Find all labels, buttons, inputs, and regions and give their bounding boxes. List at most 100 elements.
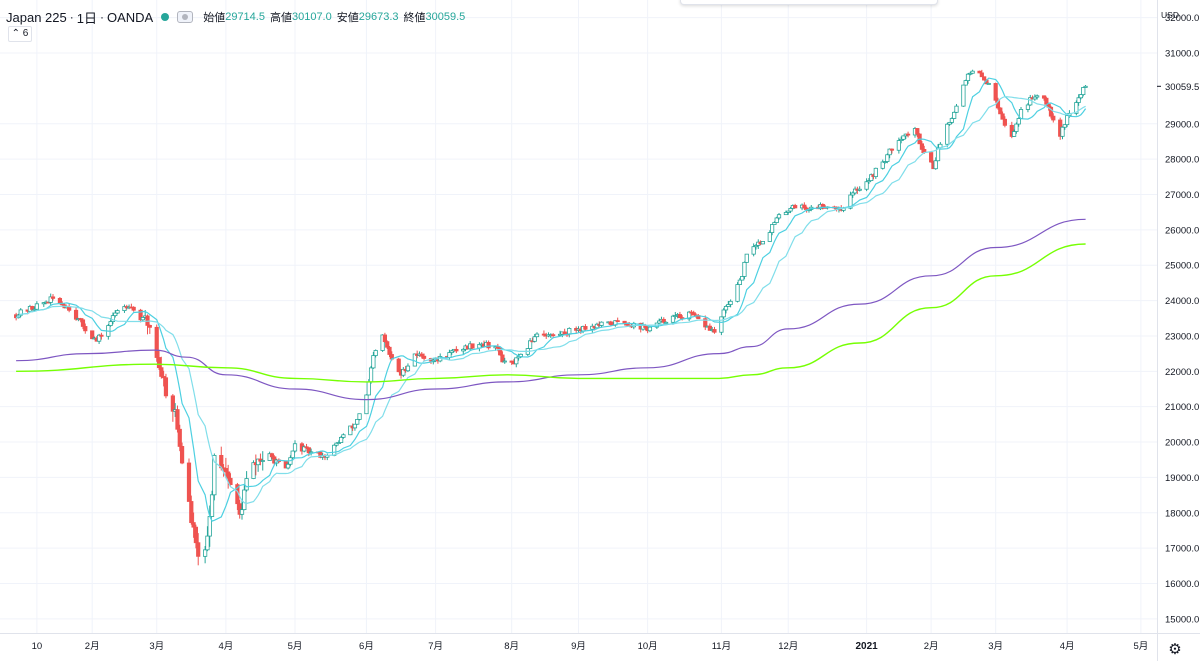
candle-body: [99, 334, 104, 337]
candle-body: [509, 360, 514, 363]
candle-body: [899, 138, 904, 141]
candle-body: [905, 133, 911, 136]
candle-body: [352, 423, 358, 429]
candle-body: [419, 353, 424, 357]
y-tick-label: 25000.0: [1165, 261, 1199, 272]
candle-body: [179, 446, 185, 464]
indicators-toggle[interactable]: ⌃ 6: [8, 26, 32, 42]
x-tick-label: 12月: [778, 641, 798, 652]
candle-body: [723, 305, 729, 311]
candle-body: [1062, 124, 1067, 128]
candle-body: [449, 350, 454, 353]
candle-body: [965, 73, 971, 81]
candle-body: [306, 447, 311, 454]
candle-body: [726, 304, 731, 307]
candle-body: [421, 355, 427, 359]
candle-body: [551, 334, 556, 337]
high-label: 高値: [269, 12, 292, 24]
candle-body: [721, 309, 726, 318]
y-tick-label: 28000.0: [1165, 155, 1199, 166]
x-tick-label: 7月: [428, 641, 443, 652]
gear-icon[interactable]: ⚙: [1168, 641, 1182, 658]
top-toolbar-panel[interactable]: [680, 0, 938, 5]
candle-body: [772, 222, 777, 225]
candle-body: [177, 428, 182, 447]
candle-body: [357, 413, 362, 420]
candle-body: [880, 161, 885, 169]
candle-body: [954, 105, 959, 113]
candle-body: [915, 128, 920, 135]
candle-body: [163, 377, 169, 397]
candle-body: [1014, 123, 1019, 132]
candle-body: [364, 394, 369, 415]
candle-body: [647, 326, 653, 332]
close-label: 終値: [403, 12, 426, 24]
price-axis-panel: [1157, 0, 1200, 661]
candle-body: [48, 296, 53, 303]
candle-body: [366, 381, 371, 396]
candle-body: [788, 208, 793, 212]
close-value: 30059.5: [425, 11, 466, 23]
candle-body: [889, 148, 895, 151]
candle-body: [857, 188, 862, 191]
candle-body: [78, 318, 83, 321]
interval-label[interactable]: 1日: [76, 10, 97, 26]
currency-label: USD: [1161, 10, 1179, 20]
grid: [0, 0, 1157, 633]
candle-body: [212, 454, 217, 496]
candle-body: [869, 174, 874, 182]
y-tick-label: 17000.0: [1165, 544, 1199, 555]
candle-body: [122, 306, 127, 311]
candle-body: [159, 367, 164, 377]
candle-body: [737, 279, 742, 285]
candle-body: [334, 442, 339, 446]
candle-body: [203, 549, 208, 557]
source-label: OANDA: [106, 9, 154, 25]
candle-body: [770, 224, 775, 233]
candle-body: [138, 309, 143, 321]
candle-body: [170, 395, 175, 412]
eye-icon[interactable]: [177, 11, 194, 23]
series-legend[interactable]: Japan 225 · 1日 · OANDA 始値 29714.5 高値 301…: [6, 8, 470, 26]
candle-body: [355, 418, 360, 425]
candle-body: [97, 334, 102, 342]
candle-body: [1016, 118, 1021, 125]
candle-body: [998, 107, 1003, 115]
candle-body: [677, 314, 683, 319]
candle-body: [864, 181, 869, 190]
current-price-label: 30059.5: [1165, 82, 1199, 93]
candle-body: [661, 318, 666, 323]
candle-body: [154, 326, 159, 358]
candle-body: [663, 321, 669, 324]
y-tick-label: 26000.0: [1165, 225, 1199, 236]
candle-body: [1000, 113, 1005, 120]
candle-body: [341, 434, 346, 438]
candle-body: [486, 341, 491, 349]
candle-body: [562, 331, 567, 335]
candle-body: [541, 333, 547, 336]
candle-body: [1032, 96, 1037, 100]
candle-body: [115, 310, 120, 314]
candle-body: [447, 352, 452, 358]
x-tick-label: 4月: [1060, 641, 1075, 652]
candle-body: [599, 321, 604, 326]
candle-body: [256, 458, 261, 466]
candle-body: [113, 312, 118, 317]
candle-body: [949, 118, 954, 123]
candle-body: [244, 478, 249, 491]
candle-body: [1081, 87, 1086, 95]
candle-body: [161, 376, 166, 379]
y-tick-label: 31000.0: [1165, 49, 1199, 60]
candle-body: [691, 312, 696, 316]
candle-body: [968, 72, 973, 75]
symbol-name[interactable]: Japan 225: [6, 9, 67, 25]
y-tick-label: 21000.0: [1165, 402, 1199, 413]
candle-body: [147, 325, 152, 328]
candle-body: [673, 315, 678, 317]
y-tick-label: 23000.0: [1165, 331, 1199, 342]
candle-body: [866, 180, 872, 183]
candle-body: [332, 444, 337, 456]
